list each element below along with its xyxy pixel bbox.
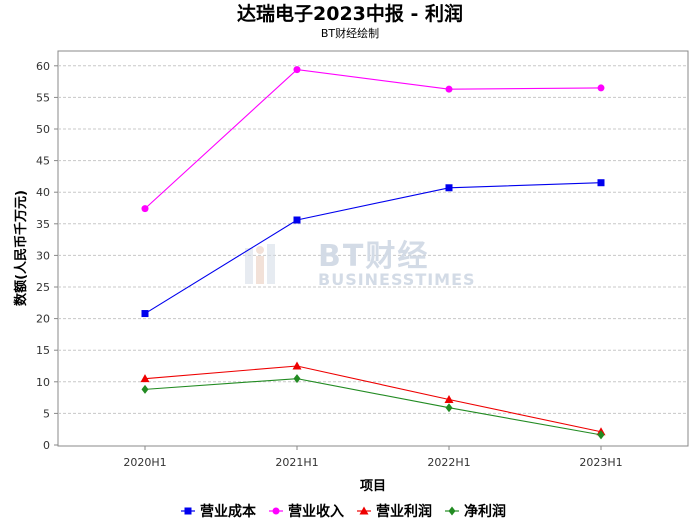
chart-subtitle: BT财经绘制 bbox=[321, 26, 379, 40]
legend-marker bbox=[184, 507, 192, 515]
x-tick-label: 2021H1 bbox=[275, 456, 318, 469]
y-tick-label: 5 bbox=[43, 407, 50, 420]
y-tick-label: 10 bbox=[36, 376, 50, 389]
series-2 bbox=[140, 361, 606, 436]
grid-lines bbox=[58, 65, 688, 414]
watermark-sub: BUSINESSTIMES bbox=[318, 270, 476, 289]
data-point bbox=[445, 403, 453, 413]
y-tick-label: 40 bbox=[36, 186, 50, 199]
x-tick-label: 2020H1 bbox=[123, 456, 166, 469]
data-point bbox=[141, 384, 149, 394]
data-point bbox=[141, 310, 149, 318]
legend-marker bbox=[359, 506, 369, 515]
data-point bbox=[445, 184, 453, 192]
x-tick-label: 2023H1 bbox=[579, 456, 622, 469]
series-1 bbox=[141, 66, 605, 213]
y-tick-label: 0 bbox=[43, 439, 50, 452]
legend-label: 营业收入 bbox=[288, 503, 344, 520]
legend-label: 营业利润 bbox=[376, 503, 432, 520]
series-line bbox=[144, 182, 602, 315]
legend-item: 营业利润 bbox=[357, 503, 432, 520]
series-3 bbox=[141, 374, 605, 440]
y-tick-label: 50 bbox=[36, 123, 50, 136]
y-tick-label: 15 bbox=[36, 344, 50, 357]
y-tick-label: 55 bbox=[36, 91, 50, 104]
data-point bbox=[597, 84, 605, 92]
y-tick-label: 30 bbox=[36, 249, 50, 262]
legend-item: 营业成本 bbox=[181, 503, 257, 520]
legend-item: 净利润 bbox=[445, 503, 506, 520]
y-tick-label: 35 bbox=[36, 218, 50, 231]
legend-label: 营业成本 bbox=[200, 503, 257, 520]
y-axis-ticks: 0 5 10 15 20 25 30 35 40 45 50 55 60 bbox=[36, 60, 58, 452]
data-point bbox=[444, 394, 454, 403]
data-point bbox=[141, 205, 149, 213]
y-tick-label: 60 bbox=[36, 60, 50, 73]
series bbox=[140, 66, 606, 440]
data-point bbox=[293, 216, 301, 224]
x-tick-label: 2022H1 bbox=[427, 456, 470, 469]
x-axis-title: 项目 bbox=[360, 479, 386, 494]
data-point bbox=[293, 66, 301, 74]
chart-title: 达瑞电子2023中报 - 利润 bbox=[237, 2, 463, 25]
legend-item: 营业收入 bbox=[269, 503, 344, 520]
legend-marker bbox=[448, 506, 456, 516]
plot-area bbox=[57, 50, 689, 447]
y-tick-label: 25 bbox=[36, 281, 50, 294]
y-tick-label: 45 bbox=[36, 155, 50, 168]
data-point bbox=[597, 179, 605, 187]
y-tick-label: 20 bbox=[36, 313, 50, 326]
watermark: BT财经 BUSINESSTIMES bbox=[245, 239, 476, 289]
series-line bbox=[144, 365, 602, 433]
data-point bbox=[597, 430, 605, 440]
series-line bbox=[144, 69, 602, 210]
data-point bbox=[293, 374, 301, 384]
x-axis-ticks: 2020H1 2021H1 2022H1 2023H1 bbox=[123, 446, 623, 469]
data-point bbox=[292, 361, 302, 370]
y-axis-title: 数额(人民币千万元) bbox=[13, 190, 29, 306]
legend: 营业成本 营业收入 营业利润 净利润 bbox=[181, 503, 506, 520]
legend-marker bbox=[272, 507, 280, 515]
watermark-logo-icon bbox=[245, 244, 275, 284]
data-point bbox=[445, 85, 453, 93]
data-point bbox=[140, 374, 150, 383]
series-line bbox=[144, 378, 602, 436]
series-0 bbox=[141, 179, 605, 318]
watermark-main: BT财经 bbox=[318, 239, 429, 274]
legend-label: 净利润 bbox=[464, 503, 506, 520]
